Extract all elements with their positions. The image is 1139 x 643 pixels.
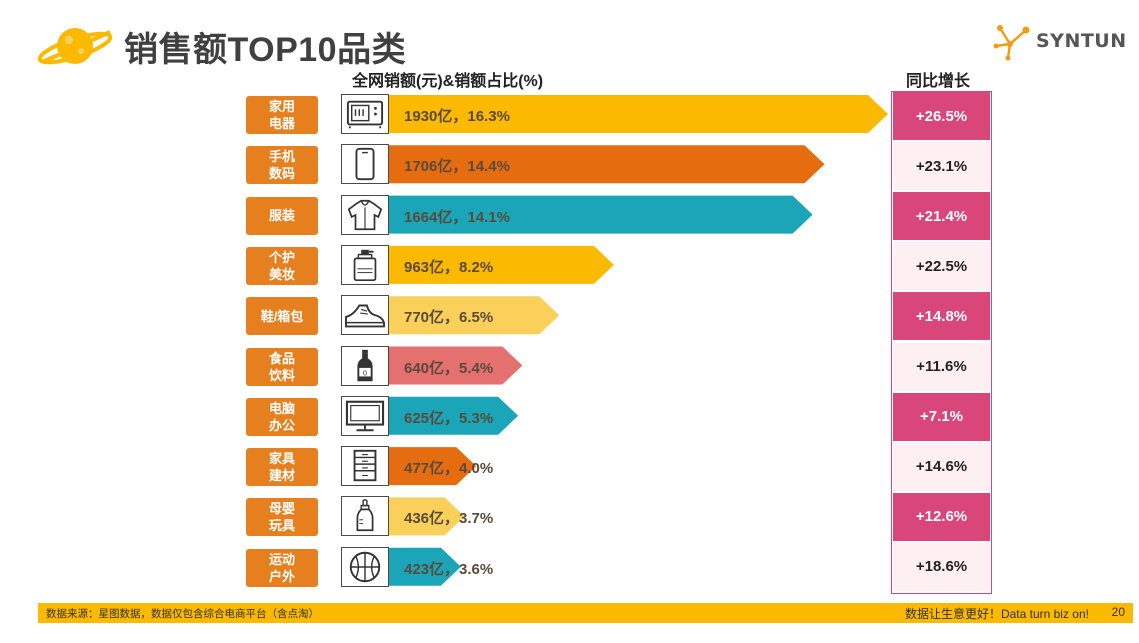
category-label-text: 服装 [269,207,295,224]
category-label: 个护 美妆 [246,246,318,285]
category-label-line: 饮料 [268,367,295,383]
sales-column-header: 全网销额(元)&销额占比(%) [352,73,544,90]
yoy-growth-cell: +14.6% [893,442,990,491]
category-label-line: 食品 [268,350,295,366]
category-label-line: 鞋/箱包 [260,308,304,324]
category-label-text: 手机 数码 [269,148,295,182]
syntun-network-icon [993,25,1030,61]
category-label-line: 服装 [268,208,295,224]
category-label-line: 建材 [268,468,295,484]
category-label-line: 个护 [268,249,295,265]
yoy-growth-cell: +7.1% [893,392,990,441]
yoy-growth-cell: +22.5% [893,242,990,291]
page-number: 20 [1111,605,1125,619]
category-label-text: 个护 美妆 [269,249,295,283]
yoy-growth-cell: +12.6% [893,492,990,541]
yoy-column-header: 同比增长 [906,73,971,90]
category-label-line: 家具 [268,451,295,467]
category-label-text: 母婴 玩具 [269,500,295,534]
bar-1 [341,145,825,184]
svg-text:0: 0 [363,369,367,377]
yoy-growth-cell: +18.6% [893,542,990,591]
bar-value-label: 1930亿，16.3% [404,108,510,125]
yoy-growth-cell: +23.1% [893,142,990,191]
category-label-text: 运动 户外 [269,551,295,585]
bar-value-label: 1664亿，14.1% [404,208,510,226]
category-label-line: 手机 [268,149,295,165]
yoy-growth-cell: +11.6% [893,342,990,391]
category-label: 电脑 办公 [246,397,318,436]
category-label: 家用 电器 [246,96,318,134]
baby-bottle-icon [341,496,389,537]
bar-value-label: 423亿，3.6% [404,560,494,578]
category-label-text: 电脑 办公 [269,400,295,434]
bar-2 [341,195,813,234]
bar-value-label: 640亿，5.4% [404,359,494,377]
category-label-line: 电器 [268,116,295,131]
bar-value-label: 963亿，8.2% [404,258,494,276]
bar-value-label: 770亿，6.5% [404,309,494,327]
yoy-table-frame [891,91,992,594]
category-label: 服装 [246,196,318,235]
category-label-line: 运动 [268,551,295,567]
planet-logo-icon [37,28,113,65]
category-label-text: 家用 电器 [269,98,295,132]
category-label-line: 办公 [268,417,295,433]
category-label-text: 食品 饮料 [269,350,295,384]
bar-value-label: 477亿，4.0% [404,460,494,478]
lotion-bottle-icon [341,244,389,285]
yoy-growth-cell: +14.8% [893,292,990,341]
category-label-text: 鞋/箱包 [261,308,304,325]
sneaker-icon [341,295,389,336]
category-label: 运动 户外 [246,548,318,587]
bar-value-label: 1706亿，14.4% [404,158,510,176]
page-title: 销售额TOP10品类 [124,31,407,69]
category-label-line: 家用 [268,99,295,114]
category-label-line: 玩具 [268,518,295,534]
monitor-icon [341,395,389,436]
basketball-icon [341,546,389,587]
syntun-logo: SYNTUN [988,18,1126,62]
bar-4 [341,296,560,335]
yoy-growth-cell: +26.5% [893,92,990,140]
bar-0 [341,95,888,133]
category-label: 家具 建材 [246,448,318,487]
category-label-line: 电脑 [268,400,295,416]
footer-slogan: 数据让生意更好！Data turn biz on! [904,607,1089,621]
category-label-line: 母婴 [268,501,295,517]
category-label-line: 美妆 [268,266,295,282]
category-label: 鞋/箱包 [246,297,318,336]
category-label-text: 家具 建材 [269,450,295,484]
category-label: 食品 饮料 [246,347,318,386]
category-label: 母婴 玩具 [246,498,318,537]
category-label: 手机 数码 [246,146,318,185]
drink-bottle-icon: 0 [341,345,389,386]
footer-bar: 数据来源：星图数据，数据仅包含综合电商平台（含点淘） 数据让生意更好！Data … [38,603,1133,623]
microwave-icon [341,94,389,134]
logo-text: SYNTUN [1036,30,1127,52]
bar-value-label: 436亿，3.7% [404,510,494,528]
drawer-cabinet-icon [341,446,389,487]
phone-icon [341,144,389,185]
bar-3 [341,245,614,284]
category-label-line: 户外 [268,568,295,584]
hoodie-icon [341,194,389,235]
data-source-note: 数据来源：星图数据，数据仅包含综合电商平台（含点淘） [46,608,319,620]
category-label-line: 数码 [268,166,295,182]
yoy-growth-cell: +21.4% [893,192,990,241]
bar-value-label: 625亿，5.3% [404,409,494,427]
